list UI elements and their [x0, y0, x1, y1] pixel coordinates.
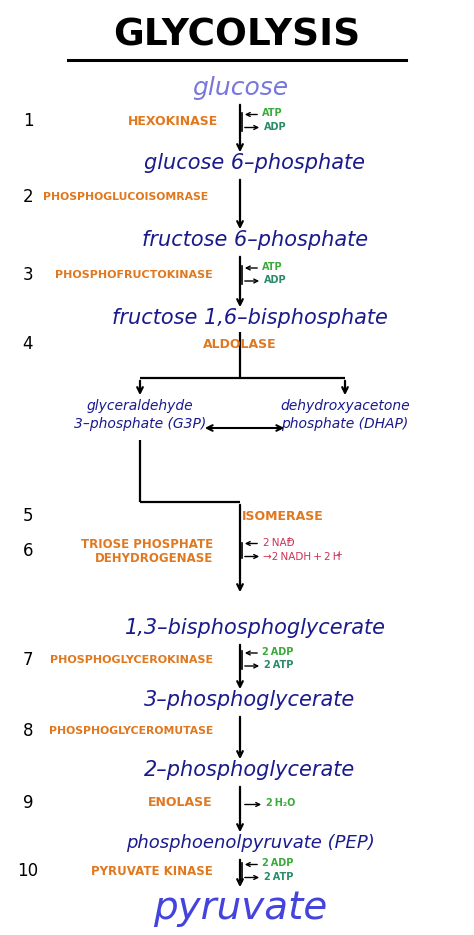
Text: PHOSPHOGLYCEROMUTASE: PHOSPHOGLYCEROMUTASE: [49, 726, 213, 736]
Text: 3: 3: [23, 266, 33, 284]
Text: 2 NAD: 2 NAD: [263, 539, 295, 549]
Text: 2 ATP: 2 ATP: [264, 660, 293, 670]
Text: ADP: ADP: [264, 275, 287, 285]
Text: TRIOSE PHOSPHATE: TRIOSE PHOSPHATE: [81, 538, 213, 551]
Text: ENOLASE: ENOLASE: [148, 796, 213, 809]
Text: 4: 4: [23, 335, 33, 353]
Text: 5: 5: [23, 507, 33, 525]
Text: DEHYDROGENASE: DEHYDROGENASE: [95, 552, 213, 565]
Text: ADP: ADP: [264, 122, 287, 132]
Text: ALDOLASE: ALDOLASE: [203, 338, 277, 351]
Text: fructose 6–phosphate: fructose 6–phosphate: [142, 230, 368, 250]
Text: PYRUVATE KINASE: PYRUVATE KINASE: [91, 865, 213, 878]
Text: ATP: ATP: [262, 262, 283, 272]
Text: 6: 6: [23, 541, 33, 559]
Text: glyceraldehyde
3–phosphate (G3P): glyceraldehyde 3–phosphate (G3P): [74, 399, 206, 431]
Text: HEXOKINASE: HEXOKINASE: [128, 115, 218, 128]
Text: GLYCOLYSIS: GLYCOLYSIS: [113, 18, 361, 54]
Text: 1,3–bisphosphoglycerate: 1,3–bisphosphoglycerate: [125, 618, 385, 638]
Text: phosphoenolpyruvate (PEP): phosphoenolpyruvate (PEP): [126, 834, 374, 852]
Text: 8: 8: [23, 722, 33, 740]
Text: 7: 7: [23, 651, 33, 669]
Text: glucose: glucose: [192, 76, 288, 100]
Text: 2 ATP: 2 ATP: [264, 871, 293, 882]
Text: +: +: [335, 550, 342, 559]
Text: 2 ADP: 2 ADP: [262, 647, 293, 657]
Text: pyruvate: pyruvate: [153, 889, 327, 927]
Text: +: +: [285, 536, 292, 545]
Text: PHOSPHOFRUCTOKINASE: PHOSPHOFRUCTOKINASE: [55, 270, 213, 280]
Text: ISOMERASE: ISOMERASE: [242, 510, 324, 523]
Text: fructose 1,6–bisphosphate: fructose 1,6–bisphosphate: [112, 308, 388, 328]
Text: 1: 1: [23, 112, 33, 131]
Text: 2 H₂O: 2 H₂O: [266, 798, 295, 809]
Text: 9: 9: [23, 794, 33, 812]
Text: 2 ADP: 2 ADP: [262, 858, 293, 869]
Text: 2: 2: [23, 189, 33, 207]
Text: 3–phosphoglycerate: 3–phosphoglycerate: [145, 690, 356, 710]
Text: 2–phosphoglycerate: 2–phosphoglycerate: [145, 760, 356, 780]
Text: 10: 10: [18, 862, 38, 881]
Text: →2 NADH + 2 H: →2 NADH + 2 H: [263, 552, 340, 562]
Text: PHOSPHOGLUCOISOMRASE: PHOSPHOGLUCOISOMRASE: [43, 193, 208, 203]
Text: PHOSPHOGLYCEROKINASE: PHOSPHOGLYCEROKINASE: [50, 655, 213, 665]
Text: ATP: ATP: [262, 108, 283, 119]
Text: glucose 6–phosphate: glucose 6–phosphate: [145, 153, 365, 173]
Text: dehydroxyacetone
phosphate (DHAP): dehydroxyacetone phosphate (DHAP): [280, 399, 410, 431]
